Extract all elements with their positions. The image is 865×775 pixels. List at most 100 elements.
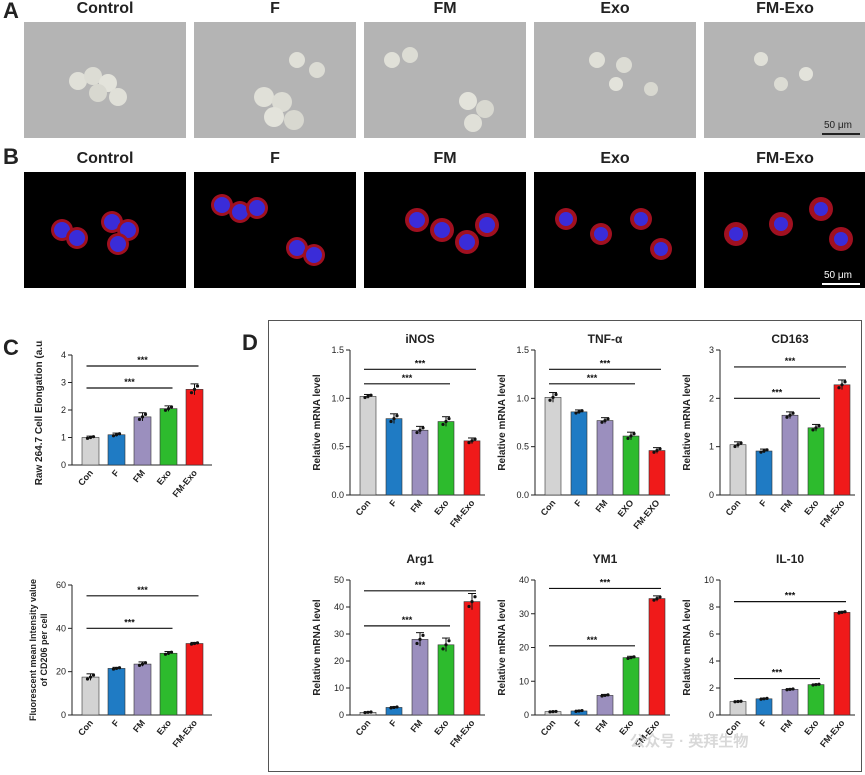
brightfield-image-control <box>24 22 186 138</box>
data-point <box>418 637 422 641</box>
y-tick-label: 50 <box>334 575 344 585</box>
bar <box>807 684 825 716</box>
data-point <box>467 604 471 609</box>
x-tick-label: F <box>387 717 399 728</box>
data-point <box>392 417 396 421</box>
data-point <box>363 395 367 400</box>
chart-title: CD163 <box>771 332 809 346</box>
data-point <box>195 384 200 388</box>
chart-arg1: Arg1 0 10 20 30 40 50 Relative mRNA level Con F FM… <box>312 552 485 749</box>
scale-bar-a <box>822 133 860 135</box>
scale-bar-b <box>822 283 860 285</box>
data-point <box>441 422 445 427</box>
bar <box>729 701 747 716</box>
x-tick-label: Exo <box>155 717 174 736</box>
data-point <box>441 647 445 651</box>
row-b-label-control: Control <box>76 150 134 167</box>
data-point <box>765 696 769 700</box>
data-point <box>603 418 607 423</box>
data-point <box>473 595 477 599</box>
row-b-label-f: F <box>270 150 280 167</box>
bar <box>781 689 799 716</box>
y-tick-label: 0.5 <box>516 442 529 452</box>
bar <box>781 414 799 496</box>
y-tick-label: 0.0 <box>331 490 344 500</box>
x-tick-label: FM-Exo <box>170 717 199 749</box>
x-tick-label: EXO <box>616 498 636 519</box>
data-point <box>137 663 142 667</box>
x-tick-label: F <box>110 717 122 728</box>
data-point <box>85 436 90 440</box>
data-point <box>548 398 552 402</box>
data-point <box>137 417 142 421</box>
data-point <box>551 395 555 399</box>
y-tick-label: 2 <box>709 683 714 693</box>
bar <box>729 444 747 496</box>
data-point <box>736 699 740 704</box>
significance-label: *** <box>137 355 148 365</box>
x-tick-label: Exo <box>155 467 174 486</box>
data-point <box>600 694 604 698</box>
x-tick-label: F <box>572 497 584 508</box>
watermark: 公众号 · 英拜生物 <box>630 733 749 750</box>
data-point <box>192 641 197 646</box>
bar <box>463 440 481 496</box>
significance-label: *** <box>137 585 148 595</box>
data-point <box>140 415 145 419</box>
y-tick-label: 8 <box>709 602 714 612</box>
bar <box>81 437 100 466</box>
bar <box>437 644 455 716</box>
x-tick-label: Exo <box>802 717 821 736</box>
data-point <box>470 600 474 604</box>
data-point <box>421 633 425 637</box>
data-point <box>444 643 448 647</box>
y-axis-label-line2: of CD206 per cell <box>39 613 49 686</box>
data-point <box>817 682 821 686</box>
y-tick-label: 20 <box>334 656 344 666</box>
row-a-label-exo: Exo <box>600 0 630 17</box>
data-point <box>632 655 636 659</box>
bar <box>648 598 666 716</box>
data-point <box>791 411 795 415</box>
x-tick-label: FM-Exo <box>448 497 477 529</box>
data-point <box>415 430 419 435</box>
x-tick-label: F <box>110 467 122 478</box>
x-tick-label: FM <box>409 498 425 514</box>
data-point <box>759 450 763 454</box>
data-point <box>733 444 737 449</box>
x-tick-label: F <box>757 497 769 508</box>
data-point <box>626 436 630 440</box>
data-point <box>117 666 122 670</box>
y-axis-label: Relative mRNA level <box>497 374 508 471</box>
y-tick-label: 4 <box>61 350 66 360</box>
x-tick-label: FM <box>594 718 610 734</box>
data-point <box>166 407 171 411</box>
y-tick-label: 3 <box>61 378 66 388</box>
data-point <box>580 409 584 413</box>
data-point <box>192 387 197 391</box>
data-point <box>811 428 815 432</box>
x-tick-label: FM <box>594 498 610 514</box>
x-tick-label: FM-Exo <box>818 717 847 749</box>
data-point <box>369 393 373 397</box>
x-tick-label: FM-Exo <box>818 497 847 529</box>
y-tick-label: 4 <box>709 656 714 666</box>
brightfield-image-f <box>194 22 356 138</box>
data-point <box>114 433 119 437</box>
x-tick-label: Con <box>354 718 373 738</box>
row-b-label-fm-exo: FM-Exo <box>756 150 814 167</box>
y-axis-label: Raw 264.7 Cell Elongation (a.u.) <box>34 340 45 485</box>
data-point <box>392 705 396 710</box>
data-point <box>88 435 93 440</box>
y-axis-label: Relative mRNA level <box>497 599 508 696</box>
data-point <box>467 441 471 445</box>
y-tick-label: 0.0 <box>516 490 529 500</box>
data-point <box>169 650 174 654</box>
significance-label: *** <box>785 356 796 366</box>
x-tick-label: FM <box>779 498 795 514</box>
x-tick-label: Con <box>76 718 95 738</box>
bar <box>107 668 126 716</box>
x-tick-label: FM-Exo <box>448 717 477 749</box>
